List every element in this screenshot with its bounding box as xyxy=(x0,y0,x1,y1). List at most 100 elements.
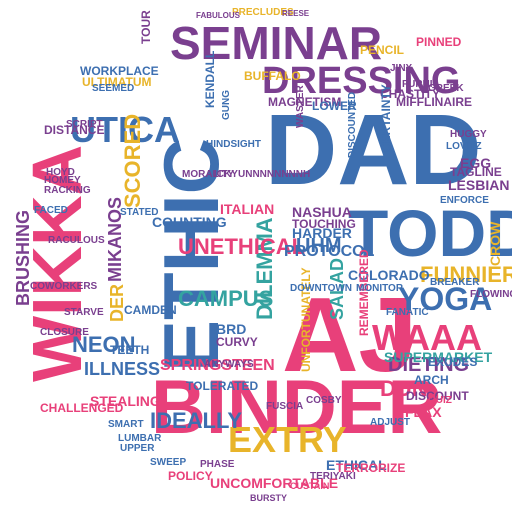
word-seemed: SEEMED xyxy=(92,83,135,94)
word-distance: DISTANCE xyxy=(44,123,105,137)
word-uhm: UHM xyxy=(296,235,342,257)
word-icky: ICKY xyxy=(214,169,238,180)
word-kendall: KENDALL xyxy=(203,50,217,108)
word-yoga: YOGA xyxy=(398,281,493,317)
word-precludes: PRECLUDES xyxy=(232,7,294,18)
word-brd: BRD xyxy=(216,321,247,337)
word-italian: ITALIAN xyxy=(220,201,275,217)
word-campus: CAMPUS xyxy=(178,286,274,311)
word-neon: NEON xyxy=(72,332,136,357)
word-policy: POLICY xyxy=(168,469,213,483)
word-dieting: DIETING xyxy=(388,354,470,376)
word-todd: TODD xyxy=(348,196,512,270)
word-enforce: ENFORCE xyxy=(440,195,489,206)
word-extry: EXTRY xyxy=(228,419,347,460)
word-morality: MORALITY xyxy=(182,169,235,180)
word-counting: COUNTING xyxy=(152,214,227,230)
word-unethical: UNETHICAL xyxy=(178,234,306,259)
word-stated: STATED xyxy=(120,207,159,218)
word-adjust: ADJUST xyxy=(370,417,411,428)
word-workplace: WORKPLACE xyxy=(80,64,159,78)
word-waster: WASTER xyxy=(295,85,306,128)
word-ethical: ETHICAL xyxy=(326,457,387,473)
word-reese: REESE xyxy=(282,9,310,18)
word-closure: CLOSURE xyxy=(40,327,89,338)
word-chastity: CHASTITY xyxy=(380,87,440,101)
word-illness: ILLNESS xyxy=(84,359,161,379)
word-fabulous: FABULOUS xyxy=(196,11,240,20)
word-tagline: TAGLINE xyxy=(450,165,502,179)
word-nashua: NASHUA xyxy=(292,204,352,220)
word-waaa: WAAA xyxy=(372,317,482,358)
word-utica: UTICA xyxy=(70,109,180,150)
word-scored: SCORED xyxy=(120,113,145,208)
word-binder: BINDER xyxy=(151,365,443,450)
word-tolerated: TOLERATED xyxy=(186,379,259,393)
word-teeth: TEETH xyxy=(110,343,150,357)
word-challenged: CHALLENGED xyxy=(40,401,124,415)
word-bursty: BURSTY xyxy=(250,493,288,503)
word-egg: EGG xyxy=(460,155,492,171)
word-phase: PHASE xyxy=(200,459,235,470)
word-quiz: QUIZ xyxy=(428,395,452,406)
word-unnnnnnnnh: UNNNNNNNNH xyxy=(238,169,311,180)
word-starve: STARVE xyxy=(64,307,104,318)
word-lower: LOWER xyxy=(312,99,357,113)
word-tour: TOUR xyxy=(139,10,153,44)
word-harder: HARDER xyxy=(292,225,352,241)
word-sweep: SWEEP xyxy=(150,457,187,468)
word-monitor: MONITOR xyxy=(356,283,404,294)
word-springsteen: SPRINGSTEEN xyxy=(160,357,275,374)
word-coworkers: COWORKERS xyxy=(30,281,98,292)
word-protocol: PROTOCOL xyxy=(284,243,375,260)
word-cosby: COSBY xyxy=(306,395,342,406)
word-dressing: DRESSING xyxy=(262,60,461,102)
word-aj: AJ xyxy=(282,276,418,394)
word-dun: DUN xyxy=(380,376,428,401)
word-seminar: SEMINAR xyxy=(170,17,383,69)
word-arch: ARCH xyxy=(414,373,449,387)
word-ultimatum: ULTIMATUM xyxy=(82,75,152,89)
word-funnier: FUNNIER xyxy=(420,262,512,287)
word-dilemma: DILEMMA xyxy=(252,217,277,320)
word-terrorize: TERRORIZE xyxy=(336,461,406,475)
word-racking: RACKING xyxy=(44,185,91,196)
word-supermarket: SUPERMARKET xyxy=(384,349,493,365)
word-upper: UPPER xyxy=(120,443,155,454)
word-homey: HOMEY xyxy=(44,175,81,186)
word-lumbar: LUMBAR xyxy=(118,433,162,444)
word-dad: DAD xyxy=(265,94,482,206)
word-mifflinaire: MIFFLINAIRE xyxy=(396,95,472,109)
word-certainty: CERTAINTY xyxy=(379,84,393,152)
word-camden: CAMDEN xyxy=(124,303,177,317)
word-downtown: DOWNTOWN xyxy=(290,283,353,294)
word-custain: CUSTAIN xyxy=(290,481,330,491)
word-teriyaki: TERIYAKI xyxy=(310,471,356,482)
word-curvy: CURVY xyxy=(216,335,258,349)
word-anyways: ANYWAYS xyxy=(204,359,254,370)
word-flowing: FLOWING xyxy=(470,289,512,300)
word-smart: SMART xyxy=(108,419,144,430)
word-discount: DISCOUNT xyxy=(406,389,469,403)
word-stealing: STEALING xyxy=(90,393,161,409)
word-greek: GREEK xyxy=(428,83,464,94)
word-jinx: JINX xyxy=(390,63,413,74)
word-script: SCRIPT xyxy=(66,119,103,130)
word-ideally: IDEALLY xyxy=(150,408,243,433)
word-furni: FURNI xyxy=(402,79,433,90)
word-lovitz: LOVITZ xyxy=(446,141,482,152)
word-crow: CROW xyxy=(487,221,503,266)
word-lesbian: LESBIAN xyxy=(448,177,510,193)
word-faced: FACED xyxy=(34,205,68,216)
word-colorado: COLORADO xyxy=(348,267,430,283)
word-magnetism: MAGNETISM xyxy=(268,95,342,109)
word-hoyd: HOYD xyxy=(46,167,75,178)
word-exudes: EXUDES xyxy=(428,355,478,369)
word-uncomfortable: UNCOMFORTABLE xyxy=(210,475,339,491)
word-huggy: HUGGY xyxy=(450,129,487,140)
word-raculous: RACULOUS xyxy=(48,235,105,246)
word-touching: TOUCHING xyxy=(292,217,356,231)
word-fuscia: FUSCIA xyxy=(266,401,304,412)
word-buffalo: BUFFALO xyxy=(244,69,301,83)
